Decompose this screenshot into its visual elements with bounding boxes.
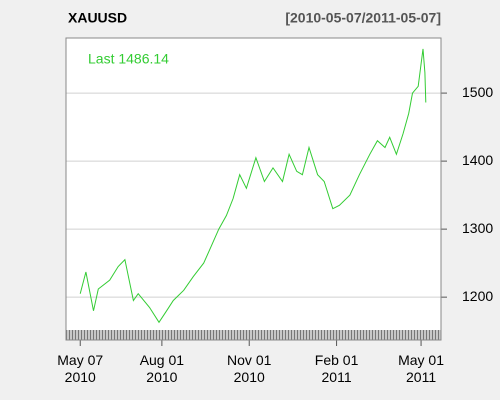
x-tick-label: May 07 2010 bbox=[57, 352, 104, 385]
y-tick-label: 1500 bbox=[462, 84, 493, 100]
chart-title: XAUUSD bbox=[68, 10, 127, 26]
y-tick-label: 1300 bbox=[462, 220, 493, 236]
time-strip bbox=[66, 330, 441, 340]
chart-subtitle: [2010-05-07/2011-05-07] bbox=[285, 10, 441, 26]
plot-area bbox=[66, 38, 441, 340]
x-tick-label: Feb 01 2011 bbox=[314, 352, 359, 385]
plot-border bbox=[65, 37, 442, 341]
y-tick-label: 1400 bbox=[462, 152, 493, 168]
x-tick-label: May 01 2011 bbox=[398, 352, 445, 385]
price-line bbox=[79, 48, 427, 324]
x-tick-label: Nov 01 2010 bbox=[227, 352, 272, 385]
x-tick-label: Aug 01 2010 bbox=[139, 352, 185, 385]
last-label: Last 1486.14 bbox=[88, 51, 169, 67]
y-tick-label: 1200 bbox=[462, 288, 493, 304]
